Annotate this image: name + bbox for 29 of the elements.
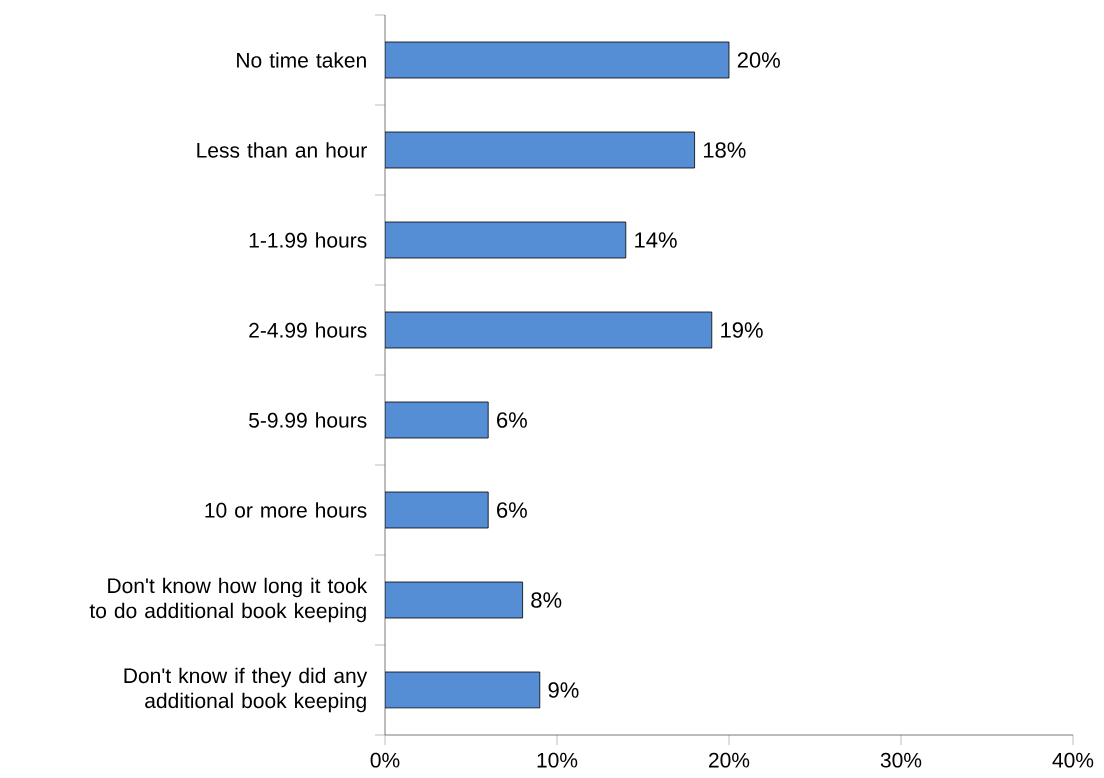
data-label: 6% — [497, 502, 527, 518]
x-tick-label: 0% — [370, 752, 400, 768]
data-label: 14% — [635, 232, 677, 248]
bar — [385, 221, 627, 259]
data-label: 9% — [548, 682, 579, 698]
data-label: 8% — [531, 592, 562, 608]
y-tick-label: Don't know if they did any additional book keeping — [124, 667, 368, 713]
x-tick-label: 10% — [537, 752, 578, 768]
data-label: 18% — [703, 142, 746, 158]
y-tick-label: 1-1.99 hours — [249, 232, 367, 248]
bar — [385, 581, 523, 619]
y-tick-label: Less than an hour — [197, 142, 367, 158]
x-tick-label: 40% — [1052, 752, 1094, 768]
y-tick-label: 10 or more hours — [205, 502, 367, 518]
y-tick-label: 2-4.99 hours — [249, 322, 367, 338]
bar — [385, 41, 730, 79]
bar — [385, 671, 541, 709]
data-label: 6% — [497, 412, 527, 428]
data-label: 20% — [737, 52, 780, 68]
data-label: 19% — [721, 322, 763, 338]
bar — [385, 491, 489, 529]
bar — [385, 311, 713, 349]
bar — [385, 401, 489, 439]
x-tick-label: 30% — [880, 752, 922, 768]
y-tick-label: 5-9.99 hours — [249, 412, 367, 428]
x-tick-label: 20% — [709, 752, 750, 768]
y-tick-label: Don't know how long it took to do additional book keeping — [89, 577, 368, 623]
bar — [385, 131, 695, 169]
y-tick-label: No time taken — [237, 52, 366, 68]
